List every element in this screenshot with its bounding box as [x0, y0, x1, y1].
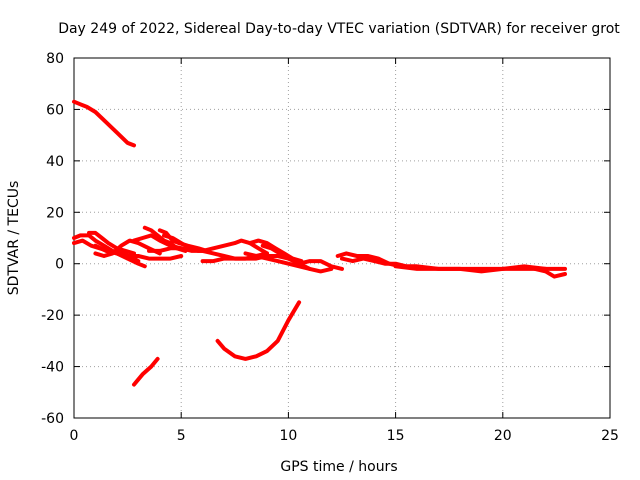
x-tick-label: 10 [279, 428, 297, 444]
x-tick-label: 20 [494, 428, 512, 444]
data-series [72, 99, 567, 387]
x-tick-label: 15 [387, 428, 405, 444]
y-tick-label: -40 [41, 360, 64, 376]
series-line-arc-14 [200, 238, 269, 256]
x-tick-label: 25 [601, 428, 619, 444]
series-line-arc-17 [243, 251, 312, 271]
series-line-arc-6 [93, 238, 162, 258]
y-tick-label: 40 [46, 154, 64, 170]
x-axis-label: GPS time / hours [280, 459, 397, 475]
series-line-arc-1 [72, 99, 136, 148]
y-tick-label: -20 [41, 308, 64, 324]
y-tick-label: 0 [55, 257, 64, 273]
tick-labels: 0 5 10 15 20 25 -60 -40 -20 0 20 40 60 80 [41, 51, 619, 444]
series-line-arc-4 [87, 230, 136, 256]
series-line-arc-13 [162, 233, 209, 253]
grid-lines [74, 58, 610, 418]
series-line-arc-19 [260, 243, 334, 274]
axis-ticks [73, 57, 611, 419]
y-tick-label: -60 [41, 411, 64, 427]
y-tick-label: 20 [46, 205, 64, 221]
series-line-arc-24 [533, 266, 567, 279]
x-tick-label: 0 [70, 428, 79, 444]
series-line-arc-7 [104, 246, 147, 269]
series-line-arc-8 [132, 356, 160, 387]
x-tick-label: 5 [177, 428, 186, 444]
series-line-arc-15 [200, 254, 291, 264]
y-tick-label: 80 [46, 51, 64, 67]
series-line-arc-20 [297, 259, 344, 271]
chart-title: Day 249 of 2022, Sidereal Day-to-day VTE… [58, 21, 620, 37]
y-tick-label: 60 [46, 102, 64, 118]
y-axis-label: SDTVAR / TECUs [6, 181, 22, 296]
series-line-arc-16 [215, 300, 302, 361]
